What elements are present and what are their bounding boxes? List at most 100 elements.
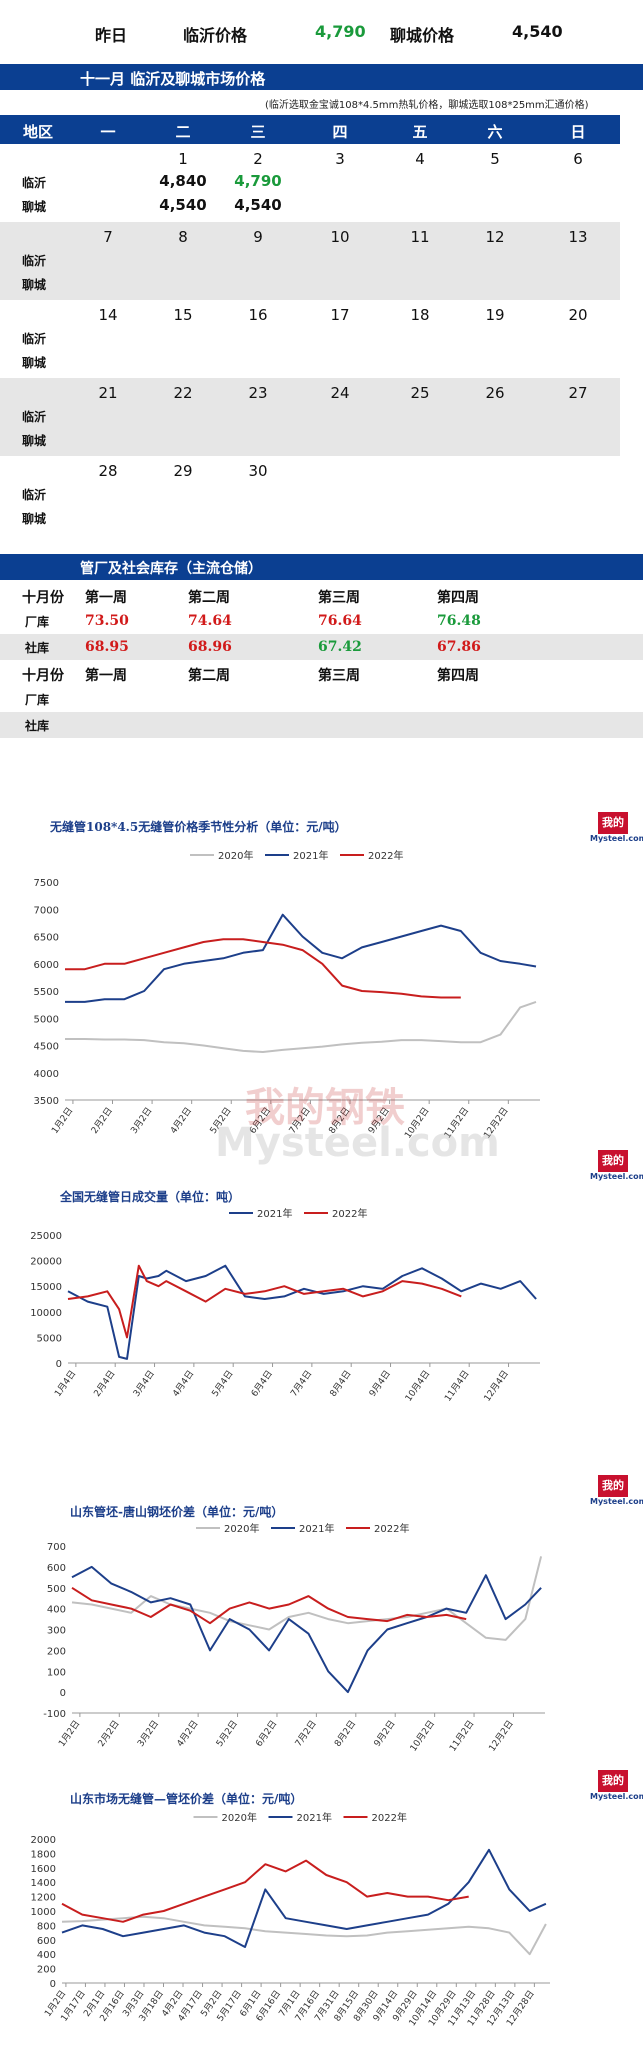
social-inventory-row-2: 社库: [0, 712, 643, 738]
x-tick-label: 8月2日: [332, 1718, 358, 1748]
calendar-day: 6: [573, 150, 583, 168]
row-label-liaocheng: 聊城: [22, 356, 47, 370]
x-tick-label: 4月2日: [168, 1105, 194, 1135]
y-tick-label: 3500: [34, 1096, 59, 1107]
series-line-2020年: [71, 1556, 543, 1641]
chart-1-title: 无缝管108*4.5无缝管价格季节性分析（单位：元/吨）: [50, 820, 347, 834]
calendar-day: 27: [568, 384, 588, 402]
y-tick-label: 5000: [37, 1333, 62, 1344]
series-line-2020年: [61, 1915, 547, 1956]
legend-label: 2020年: [218, 849, 253, 862]
social-week-3: 67.42: [318, 639, 362, 655]
factory-week-2: 74.64: [188, 613, 232, 629]
y-tick-label: 600: [37, 1936, 56, 1947]
y-tick-label: 20000: [30, 1257, 62, 1268]
row-label-liaocheng: 聊城: [22, 278, 47, 292]
y-tick-label: 1200: [31, 1893, 56, 1904]
legend-label: 2021年: [257, 1207, 292, 1220]
social-week-1: 68.95: [85, 639, 129, 655]
y-tick-label: 100: [47, 1667, 66, 1678]
logo-text-4: Mysteel.com: [590, 1792, 643, 1801]
chart-daily-volume: 全国无缝管日成交量（单位：吨） 我的钢铁 Mysteel.com 2021年 20…: [0, 1150, 643, 1490]
series-line-2022年: [71, 1586, 467, 1625]
watermark-cn: 我的钢铁: [245, 1085, 405, 1131]
calendar-week-2: 7 8 9 10 11 12 13 临沂 聊城: [0, 222, 620, 300]
logo-text-2: Mysteel.com: [590, 1172, 643, 1181]
y-tick-label: 2000: [31, 1835, 56, 1846]
legend-label: 2022年: [372, 1811, 407, 1824]
logo-text: Mysteel.com: [590, 834, 643, 843]
series-line-2021年: [65, 913, 537, 1003]
y-tick-label: 0: [56, 1359, 62, 1370]
price-liaocheng: 4,540: [159, 196, 207, 214]
calendar-day: 1: [178, 150, 188, 168]
row-label-linyi: 临沂: [22, 488, 47, 502]
calendar-day: 2: [253, 150, 263, 168]
calendar-day: 19: [485, 306, 505, 324]
chart-price-seasonal: 无缝管108*4.5无缝管价格季节性分析（单位：元/吨） 我的钢铁 Mystee…: [0, 800, 643, 1180]
calendar-day: 11: [410, 228, 430, 246]
x-tick-label: 10月2日: [408, 1718, 437, 1753]
mysteel-logo-4: 我的钢铁 Mysteel.com: [590, 1770, 643, 1809]
inventory-week-1: 第一周: [85, 590, 127, 606]
y-tick-label: 400: [37, 1950, 56, 1961]
row-label-linyi: 临沂: [22, 254, 47, 268]
factory-week-4: 76.48: [437, 613, 481, 629]
calendar-week-4: 21 22 23 24 25 26 27 临沂 聊城: [0, 378, 620, 456]
legend-label: 2022年: [374, 1522, 409, 1535]
chart-3-svg: 2020年 2021年 2022年 -100 0 100 200 300 400 500 600 70…: [43, 1522, 545, 1754]
inventory-month-2: 十月份: [22, 668, 64, 684]
chart-4-title: 山东市场无缝管—管坯价差（单位：元/吨）: [70, 1792, 303, 1806]
watermark-en: Mysteel.com: [215, 1120, 500, 1166]
calendar-day: 3: [335, 150, 345, 168]
price-linyi: 4,840: [159, 172, 207, 190]
row-label-linyi: 临沂: [22, 332, 47, 346]
x-tick-label: 6月2日: [254, 1718, 280, 1748]
calendar-day: 30: [248, 462, 268, 480]
x-tick-label: 2月2日: [96, 1718, 122, 1748]
row-label-liaocheng: 聊城: [22, 200, 47, 214]
row-label-linyi: 临沂: [22, 410, 47, 424]
calendar-day: 20: [568, 306, 588, 324]
header-wed: 三: [250, 123, 266, 141]
x-tick-label: 5月2日: [214, 1718, 240, 1748]
chart-pipe-billet-spread: 山东市场无缝管—管坯价差（单位：元/吨） 我的钢铁 Mysteel.com 20…: [0, 1765, 643, 2056]
social-week-2: 68.96: [188, 639, 232, 655]
calendar-title-bar: 十一月 临沂及聊城市场价格: [0, 64, 643, 90]
inventory2-week-2: 第二周: [188, 668, 230, 684]
x-tick-label: 3月2日: [135, 1718, 161, 1748]
inventory-header-row: 十月份 第一周 第二周 第三周 第四周: [0, 582, 643, 608]
calendar-note: (临沂选取金宝诚108*4.5mm热轧价格，聊城选取108*25mm汇通价格): [265, 100, 589, 111]
calendar-week-3: 14 15 16 17 18 19 20 临沂 聊城: [0, 300, 620, 378]
y-tick-label: 15000: [30, 1282, 62, 1293]
yesterday-label: 昨日: [95, 26, 128, 45]
header-sun: 日: [570, 123, 586, 141]
factory-inventory-row: 厂库 73.50 74.64 76.64 76.48: [0, 608, 643, 634]
y-tick-label: 200: [47, 1646, 66, 1657]
factory-label-2: 厂库: [25, 693, 50, 707]
calendar-day: 25: [410, 384, 430, 402]
x-tick-label: 12月4日: [482, 1368, 511, 1403]
y-tick-label: 10000: [30, 1308, 62, 1319]
x-tick-label: 7月4日: [288, 1368, 314, 1398]
mysteel-logo: 我的钢铁 Mysteel.com: [590, 812, 643, 851]
row-label-linyi: 临沂: [22, 176, 47, 190]
y-tick-label: 5500: [34, 987, 59, 998]
y-tick-label: 1400: [31, 1878, 56, 1889]
y-tick-label: 600: [47, 1563, 66, 1574]
calendar-day: 15: [173, 306, 193, 324]
x-tick-label: 2月4日: [92, 1368, 118, 1398]
liaocheng-price-label: 聊城价格: [390, 26, 455, 45]
calendar-day: 28: [98, 462, 118, 480]
calendar-day: 16: [248, 306, 268, 324]
y-tick-label: 1000: [31, 1907, 56, 1918]
inventory2-week-4: 第四周: [437, 668, 479, 684]
x-tick-label: 11月2日: [447, 1718, 476, 1753]
inventory-week-2: 第二周: [188, 590, 230, 606]
series-line-2022年: [61, 1859, 469, 1923]
legend-label: 2021年: [297, 1811, 332, 1824]
x-tick-label: 7月2日: [293, 1718, 319, 1748]
calendar-title: 十一月 临沂及聊城市场价格: [80, 70, 266, 88]
calendar-header: 地区 一 二 三 四 五 六 日: [0, 115, 620, 144]
x-tick-label: 8月4日: [328, 1368, 354, 1398]
